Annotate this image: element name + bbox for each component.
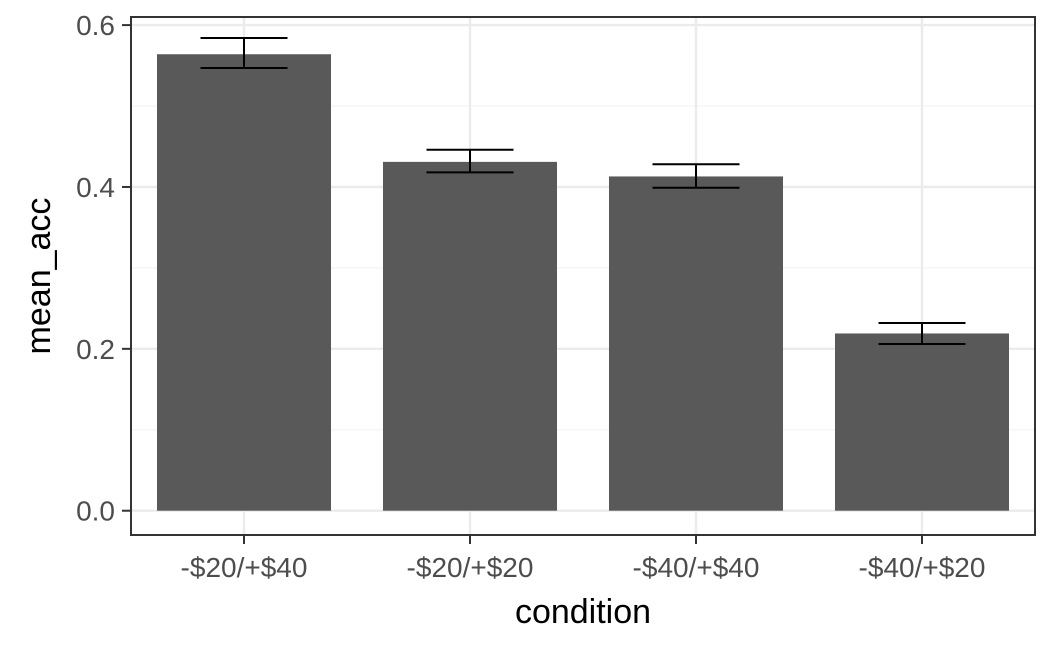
axes-layer: 0.0 0.2 0.4 0.6 -$20/+$40 -$20/+$20 -$40/+$40 -… (76, 10, 985, 583)
bar (156, 54, 332, 511)
y-tick-label: 0.0 (76, 496, 115, 527)
x-tick-label: -$20/+$20 (407, 552, 534, 583)
y-tick-label: 0.4 (76, 172, 115, 203)
bar (608, 176, 784, 511)
y-tick-label: 0.2 (76, 334, 115, 365)
error-bars-layer (200, 37, 966, 345)
x-axis-title: condition (515, 593, 651, 631)
x-tick-label: -$20/+$40 (181, 552, 308, 583)
panel-border (130, 16, 1036, 536)
bar (382, 161, 558, 511)
x-tick-label: -$40/+$40 (633, 552, 760, 583)
x-tick-label: -$40/+$20 (859, 552, 986, 583)
y-axis-title: mean_acc (20, 198, 58, 355)
bar (834, 333, 1010, 511)
y-tick-label: 0.6 (76, 10, 115, 41)
bars-layer (156, 54, 1010, 511)
